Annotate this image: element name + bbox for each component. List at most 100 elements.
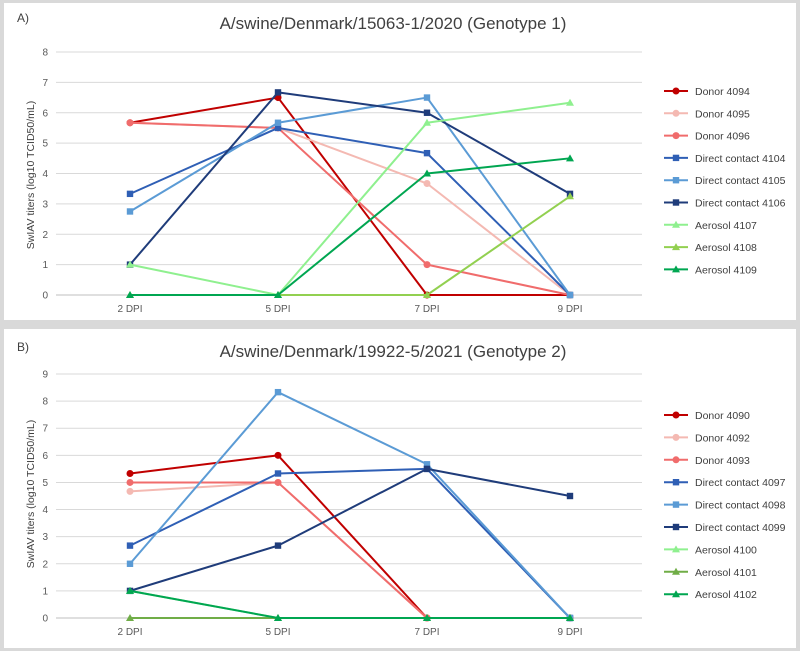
legend-label: Direct contact 4106	[695, 198, 786, 210]
legend-marker	[672, 523, 680, 531]
y-tick-label: 1	[42, 260, 48, 271]
data-point	[566, 291, 574, 299]
data-point	[423, 261, 431, 269]
y-tick-label: 2	[42, 230, 48, 241]
legend-marker	[672, 479, 680, 486]
legend-entry: Donor 4096	[664, 131, 750, 143]
y-tick-label: 6	[42, 108, 48, 119]
series-aerosol-4109	[126, 154, 574, 298]
series-line	[129, 589, 570, 619]
panel-label: A)	[17, 11, 29, 25]
legend-entry: Direct contact 4098	[664, 500, 786, 512]
data-point	[126, 560, 134, 567]
chart-panel-a: A) A/swine/Denmark/15063-1/2020 (Genotyp…	[4, 3, 796, 320]
series-line	[129, 121, 571, 296]
legend-entry: Direct contact 4099	[664, 522, 786, 534]
data-point	[126, 614, 134, 621]
legend-marker	[672, 220, 680, 228]
y-tick-label: 5	[42, 478, 48, 489]
legend-label: Aerosol 4108	[695, 242, 757, 254]
y-tick-label: 7	[42, 424, 48, 435]
legend-label: Aerosol 4109	[695, 264, 757, 276]
legend-label: Aerosol 4100	[695, 544, 757, 556]
panel-label: B)	[17, 340, 29, 354]
data-point	[274, 451, 282, 459]
chart-panel-b: B) A/swine/Denmark/19922-5/2021 (Genotyp…	[4, 329, 796, 648]
legend-marker	[672, 109, 680, 117]
x-tick-label: 5 DPI	[265, 627, 290, 638]
legend-marker	[672, 567, 680, 575]
legend-marker	[672, 501, 680, 508]
y-axis-label: SwIAV titers (log10 TCID50/mL)	[25, 420, 37, 568]
data-point	[126, 469, 134, 477]
series-direct-contact-4098	[126, 388, 574, 622]
series-line	[129, 91, 571, 266]
series-direct-contact-4099	[126, 465, 574, 595]
y-tick-label: 3	[42, 199, 48, 210]
data-point	[423, 461, 431, 468]
y-tick-label: 9	[42, 370, 48, 381]
legend-entry: Aerosol 4100	[664, 544, 757, 556]
legend-marker	[672, 87, 680, 95]
legend-marker	[672, 545, 680, 553]
legend-label: Direct contact 4098	[695, 500, 786, 512]
series-line	[130, 157, 571, 296]
legend-entry: Direct contact 4106	[664, 198, 786, 210]
data-point	[423, 614, 431, 621]
data-point	[274, 614, 282, 621]
y-axis-label: SwIAV titers (log10 TCID50/mL)	[25, 101, 37, 249]
data-point	[566, 98, 574, 106]
chart-title: A/swine/Denmark/19922-5/2021 (Genotype 2…	[220, 342, 567, 361]
legend-marker	[672, 154, 680, 162]
data-point	[126, 586, 134, 594]
y-tick-label: 3	[42, 532, 48, 543]
series-line	[129, 101, 571, 296]
legend-entry: Donor 4094	[664, 86, 750, 98]
chart-a-svg: A) A/swine/Denmark/15063-1/2020 (Genotyp…	[17, 11, 786, 315]
legend-entry: Aerosol 4102	[664, 589, 757, 601]
data-point	[274, 388, 282, 396]
legend-marker	[672, 590, 680, 598]
y-tick-label: 0	[42, 614, 48, 625]
x-tick-label: 2 DPI	[117, 627, 142, 638]
series-line	[129, 121, 571, 296]
legend-label: Donor 4095	[695, 108, 750, 120]
data-point	[566, 192, 574, 200]
legend-entry: Donor 4092	[664, 432, 750, 444]
legend-entry: Direct contact 4105	[664, 175, 786, 187]
legend-entry: Aerosol 4101	[664, 567, 757, 579]
data-point	[274, 478, 282, 486]
data-point	[423, 169, 431, 177]
x-tick-label: 9 DPI	[557, 627, 582, 638]
series-line	[129, 126, 571, 296]
legend-label: Donor 4090	[695, 410, 750, 422]
y-tick-label: 1	[42, 586, 48, 597]
series-line	[129, 467, 571, 619]
data-point	[274, 119, 282, 126]
legend-label: Direct contact 4105	[695, 175, 786, 187]
chart-title: A/swine/Denmark/15063-1/2020 (Genotype 1…	[220, 14, 567, 33]
legend-label: Donor 4094	[695, 86, 750, 98]
legend-label: Direct contact 4097	[695, 477, 786, 489]
y-tick-label: 8	[42, 48, 48, 59]
data-point	[126, 291, 134, 298]
y-tick-label: 0	[42, 291, 48, 302]
y-tick-label: 2	[42, 559, 48, 570]
data-point	[126, 119, 134, 127]
legend-marker	[672, 177, 680, 184]
y-tick-label: 8	[42, 397, 48, 408]
y-tick-label: 4	[42, 505, 48, 516]
legend-label: Aerosol 4107	[695, 220, 757, 232]
series-line	[129, 96, 570, 296]
legend-entry: Donor 4090	[664, 410, 750, 422]
data-point	[274, 89, 282, 96]
legend-label: Donor 4092	[695, 432, 750, 444]
series-line	[129, 96, 571, 296]
data-point	[423, 118, 431, 126]
series-aerosol-4100	[126, 586, 574, 621]
series-line	[129, 467, 571, 592]
data-point	[566, 614, 574, 621]
legend-entry: Donor 4093	[664, 455, 750, 467]
data-point	[126, 260, 134, 268]
x-tick-label: 2 DPI	[117, 304, 142, 315]
